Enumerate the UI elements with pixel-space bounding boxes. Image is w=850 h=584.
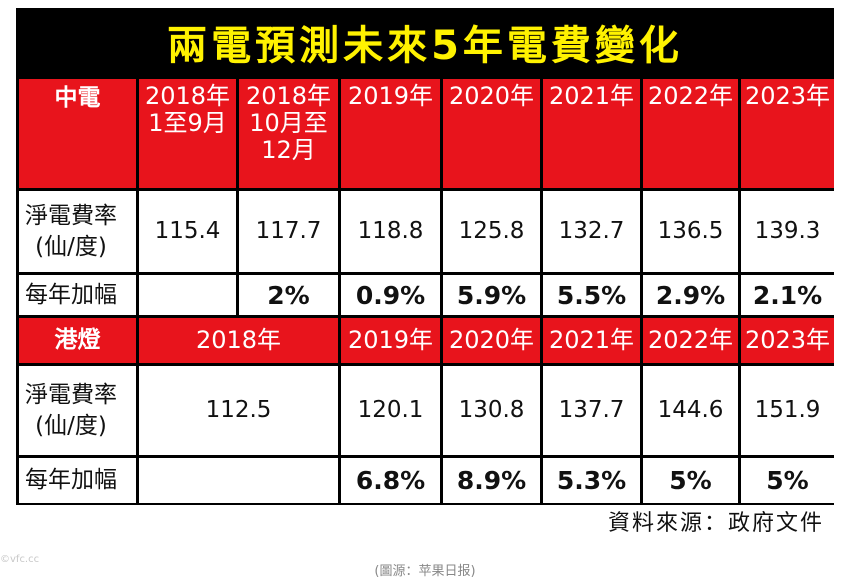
row-label-rate: 淨電費率 (仙/度) [19,366,136,455]
increase-value: 2.1% [741,275,834,315]
increase-value: 0.9% [341,275,440,315]
watermark: ©vfc.cc [0,554,40,565]
period-header: 2018年 [139,318,338,363]
rate-value: 118.8 [341,191,440,272]
rate-value: 112.5 [139,366,338,455]
row-label-increase: 每年加幅 [19,275,136,315]
row-label-rate: 淨電費率 (仙/度) [19,191,136,272]
increase-value: 8.9% [443,458,540,503]
chart-title: 兩電預測未來5年電費變化 [167,23,683,69]
rate-value: 115.4 [139,191,236,272]
period-header: 2019年 [341,79,440,188]
row-label-increase: 每年加幅 [19,458,136,503]
increase-value: 5.3% [543,458,640,503]
rate-value: 137.7 [543,366,640,455]
increase-value: 2% [239,275,338,315]
title-bar: 兩電預測未來5年電費變化 [16,8,834,76]
period-header: 2019年 [341,318,440,363]
period-header: 2021年 [543,318,640,363]
rate-value: 139.3 [741,191,834,272]
rate-value: 125.8 [443,191,540,272]
rate-value: 151.9 [741,366,834,455]
period-header: 2022年 [643,318,738,363]
increase-value: 5.9% [443,275,540,315]
period-header: 2021年 [543,79,640,188]
image-caption: (圖源：苹果日报) [374,564,476,579]
increase-value: 5.5% [543,275,640,315]
period-header: 2018年 10月至 12月 [239,79,338,188]
period-header: 2022年 [643,79,738,188]
rate-value: 132.7 [543,191,640,272]
increase-value: 6.8% [341,458,440,503]
increase-value: 5% [741,458,834,503]
rate-value: 117.7 [239,191,338,272]
source-bar: 資料來源：政府文件 [16,503,834,536]
period-header: 2023年 [741,318,834,363]
period-header: 2020年 [443,79,540,188]
period-header: 2018年 1至9月 [139,79,236,188]
period-header: 2020年 [443,318,540,363]
table-frame: 兩電預測未來5年電費變化 中電 2018年 1至9月 2018年 10月至 12月 2… [16,8,834,536]
rate-value: 120.1 [341,366,440,455]
increase-value: 2.9% [643,275,738,315]
company-label-hke: 港燈 [19,318,136,363]
rate-value: 144.6 [643,366,738,455]
rate-value: 130.8 [443,366,540,455]
increase-value: 5% [643,458,738,503]
increase-value [139,275,236,315]
period-header: 2023年 [741,79,834,188]
company-label-clp: 中電 [19,79,136,188]
source-note: 資料來源：政府文件 [607,510,824,536]
increase-value [139,458,338,503]
rate-value: 136.5 [643,191,738,272]
